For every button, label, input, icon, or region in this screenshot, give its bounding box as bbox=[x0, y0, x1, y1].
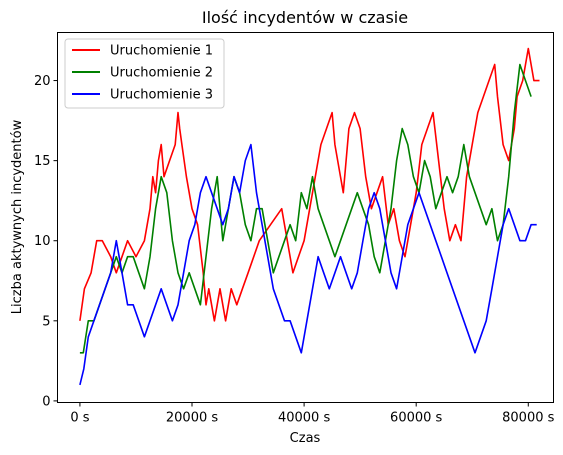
y-tick-label: 10 bbox=[34, 234, 51, 249]
y-tick-label: 5 bbox=[42, 314, 50, 329]
legend-label: Uruchomienie 3 bbox=[110, 88, 213, 103]
legend-label: Uruchomienie 2 bbox=[110, 66, 213, 81]
legend-box bbox=[64, 38, 225, 109]
series-line-3 bbox=[79, 143, 537, 386]
x-tick-label: 0 s bbox=[70, 411, 89, 426]
x-tick-label: 80000 s bbox=[502, 411, 554, 426]
y-tick-label: 20 bbox=[34, 74, 51, 89]
y-axis-label: Liczba aktywnych incydentów bbox=[10, 119, 25, 314]
series-line-1 bbox=[79, 47, 540, 322]
legend-label: Uruchomienie 1 bbox=[110, 44, 213, 59]
plot-area bbox=[79, 47, 540, 386]
x-tick-label: 20000 s bbox=[166, 411, 218, 426]
series-line-2 bbox=[79, 63, 532, 354]
legend: Uruchomienie 1 Uruchomienie 2 Uruchomienie… bbox=[64, 38, 225, 109]
x-tick-label: 40000 s bbox=[278, 411, 330, 426]
y-axis: 0 5 10 15 20 bbox=[34, 74, 58, 409]
x-axis: 0 s 20000 s 40000 s 60000 s 80000 s bbox=[70, 402, 555, 426]
x-axis-label: Czas bbox=[290, 431, 321, 446]
y-tick-label: 0 bbox=[42, 394, 50, 409]
chart-title: Ilość incydentów w czasie bbox=[202, 8, 408, 27]
y-tick-label: 15 bbox=[34, 154, 51, 169]
axes-frame bbox=[57, 32, 554, 403]
x-tick-label: 60000 s bbox=[390, 411, 442, 426]
